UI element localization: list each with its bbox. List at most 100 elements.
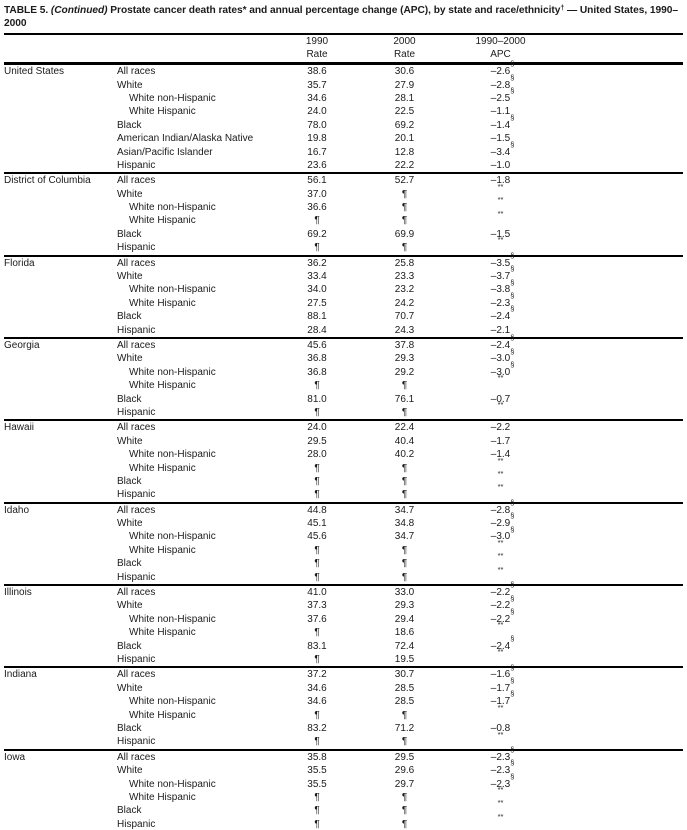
state-cell (4, 310, 117, 323)
state-cell (4, 324, 117, 337)
rate-2000-cell: 20.1 (394, 133, 415, 145)
race-cell: American Indian/Alaska Native (117, 133, 254, 145)
rate-1990-cell: ¶ (314, 653, 320, 665)
table-row: Hispanic 23.6 22.2 –1.0 (4, 159, 683, 172)
col-header-1990-line1: 1990 (305, 36, 329, 48)
state-cell (4, 599, 117, 612)
race-cell: Hispanic (117, 653, 156, 665)
race-cell: All races (117, 422, 156, 434)
state-cell (4, 791, 117, 804)
rate-2000-cell: 71.2 (394, 722, 415, 734)
title-tail-text: — United States, 1990–2000 (4, 5, 678, 29)
rate-2000-cell: 28.1 (394, 92, 415, 104)
apc-footnote-marker: ** (497, 785, 504, 795)
section-divider (4, 254, 683, 257)
table-row: White 33.4 23.3 –3.7§ (4, 265, 683, 283)
race-cell: Hispanic (117, 818, 156, 830)
race-cell: Hispanic (117, 736, 156, 748)
rate-1990-cell: 44.8 (307, 504, 327, 516)
table-row: Hispanic 28.4 24.3 –2.1 (4, 324, 683, 337)
state-cell (4, 406, 117, 419)
col-header-apc-line1: 1990–2000 (475, 36, 526, 48)
table-row: Hispanic ¶ ¶ ** (4, 236, 683, 254)
state-cell (4, 393, 117, 406)
apc-value: –3.4 (490, 146, 511, 158)
state-cell (4, 640, 117, 653)
rate-2000-cell: 25.8 (394, 257, 415, 269)
state-cell (4, 448, 117, 461)
apc-value: –1.4 (490, 449, 511, 461)
apc-cell: –0.8 (448, 722, 553, 735)
table-row: Black 88.1 70.7 –2.4§ (4, 305, 683, 323)
state-cell (4, 435, 117, 448)
rate-1990-cell: ¶ (314, 791, 320, 803)
table-row: Idaho All races 44.8 34.7 –2.8§ (4, 499, 683, 517)
race-cell: Hispanic (117, 159, 156, 171)
apc-footnote-marker: ** (497, 538, 504, 548)
rate-1990-cell: 41.0 (307, 587, 327, 599)
apc-value: –2.4 (490, 340, 511, 351)
race-cell: White non-Hispanic (129, 778, 216, 790)
race-cell: All races (117, 257, 156, 269)
apc-cell: –3.5§ (448, 252, 553, 270)
state-cell (4, 804, 117, 817)
race-cell: White (117, 518, 143, 530)
rate-1990-cell: 19.8 (307, 133, 327, 145)
rate-2000-cell: 30.6 (394, 66, 415, 78)
apc-cell: –1.7§ (490, 689, 515, 708)
state-cell (4, 119, 117, 132)
table-row: Hispanic ¶ ¶ ** (4, 730, 683, 748)
filler-cell (553, 695, 683, 708)
filler-cell (553, 475, 683, 488)
table-row: White non-Hispanic 35.5 29.7 –2.3§ (4, 772, 683, 791)
rate-2000-cell: 33.0 (394, 587, 415, 599)
filler-cell (553, 488, 683, 501)
rate-2000-cell: 24.2 (394, 297, 415, 309)
apc-cell: ** (448, 183, 553, 201)
state-cell: Hawaii (4, 422, 35, 434)
race-cell: White (117, 682, 143, 694)
race-cell: Hispanic (117, 242, 156, 254)
apc-value: –3.5 (490, 257, 511, 269)
race-cell: White non-Hispanic (129, 613, 216, 625)
section-divider (4, 419, 683, 422)
rate-2000-cell: 34.7 (394, 531, 415, 543)
state-cell (4, 366, 117, 379)
filler-cell (553, 297, 683, 310)
apc-footnote-marker: ** (497, 455, 504, 465)
apc-cell: –2.8§ (490, 72, 515, 91)
race-cell: Hispanic (117, 406, 156, 418)
apc-cell: ** (448, 539, 553, 557)
table-row: White non-Hispanic 37.6 29.4 –2.2§ (4, 608, 683, 626)
apc-footnote-marker: ** (497, 620, 504, 630)
apc-footnote-marker: ** (497, 208, 504, 218)
apc-value: –1.4 (490, 119, 511, 131)
rate-2000-cell: 72.4 (394, 640, 415, 652)
rate-2000-cell: 22.5 (394, 106, 415, 118)
rate-2000-cell: 24.3 (394, 324, 415, 336)
rate-2000-cell: 19.5 (394, 653, 415, 665)
apc-footnote-marker: ** (497, 181, 504, 191)
table-row: United States All races 38.6 30.6 –2.6§ (4, 60, 683, 78)
rate-2000-cell: 22.2 (394, 159, 415, 171)
apc-cell: ** (448, 786, 553, 804)
apc-value: –2.4 (490, 311, 511, 323)
apc-value: –2.2 (490, 613, 511, 625)
apc-cell: –2.3§ (490, 291, 515, 309)
table-row: White Hispanic ¶ ¶ ** (4, 539, 683, 557)
rate-2000-cell: 52.7 (394, 175, 415, 187)
race-cell: Black (117, 475, 142, 487)
race-cell: Asian/Pacific Islander (117, 146, 213, 158)
race-cell: All races (117, 66, 156, 78)
table-row: Black ¶ ¶ ** (4, 799, 683, 817)
race-cell: Black (117, 805, 142, 817)
filler-cell (553, 201, 683, 214)
table-row: District of Columbia All races 56.1 52.7 –1.… (4, 174, 683, 187)
rate-1990-cell: ¶ (314, 818, 320, 830)
rate-1990-cell: ¶ (314, 544, 320, 556)
rate-1990-cell: 27.5 (307, 297, 327, 309)
apc-cell: ** (448, 374, 553, 392)
race-cell: White Hispanic (129, 297, 196, 309)
table-row: White non-Hispanic 36.6 ¶ ** (4, 196, 683, 214)
filler-cell (553, 640, 683, 653)
